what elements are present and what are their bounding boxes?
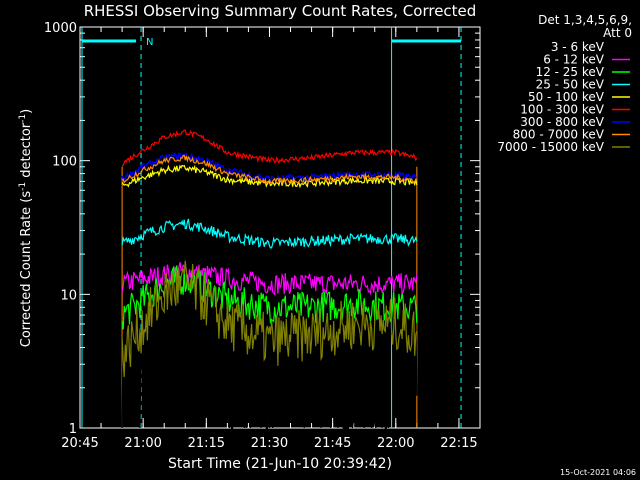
legend-label: 50 - 100 keV <box>528 90 605 104</box>
legend-label: 3 - 6 keV <box>551 40 605 54</box>
series-line <box>121 129 418 167</box>
x-tick-label: 21:45 <box>314 436 351 451</box>
x-tick-label: 21:00 <box>124 436 161 451</box>
legend-label: 100 - 300 keV <box>520 103 604 117</box>
y-axis-label: Corrected Count Rate (s-1 detector-1) <box>18 109 34 347</box>
x-axis-label: Start Time (21-Jun-10 20:39:42) <box>168 456 392 472</box>
x-tick-label: 21:15 <box>188 436 225 451</box>
x-tick-label: 21:30 <box>251 436 288 451</box>
series-line <box>121 261 418 296</box>
x-tick-label: 22:15 <box>440 436 477 451</box>
night-marker-label: N <box>146 37 153 48</box>
y-tick-label: 1 <box>69 422 77 437</box>
series-line <box>121 164 418 189</box>
series-line <box>121 265 418 330</box>
plot-frame <box>79 26 481 429</box>
legend-label: 6 - 12 keV <box>543 53 605 67</box>
legend-label: 800 - 7000 keV <box>513 128 605 142</box>
series-line <box>121 274 418 429</box>
x-tick-label: 22:00 <box>377 436 414 451</box>
series-line <box>121 154 418 185</box>
chart-title: RHESSI Observing Summary Count Rates, Co… <box>84 2 477 20</box>
generation-timestamp: 15-Oct-2021 04:06 <box>560 468 636 477</box>
y-tick-label: 1000 <box>44 21 77 36</box>
series-line <box>121 218 418 249</box>
y-tick-label: 10 <box>60 288 77 303</box>
legend-label: 300 - 800 keV <box>520 115 604 129</box>
legend-header-line2: Att 0 <box>603 26 632 40</box>
legend-label: 7000 - 15000 keV <box>497 140 604 154</box>
legend-label: 12 - 25 keV <box>536 65 605 79</box>
y-tick-label: 100 <box>52 155 77 170</box>
legend-label: 25 - 50 keV <box>536 78 605 92</box>
legend-header-line1: Det 1,3,4,5,6,9, <box>538 13 632 27</box>
series-line <box>121 260 418 378</box>
x-tick-label: 20:45 <box>61 436 98 451</box>
